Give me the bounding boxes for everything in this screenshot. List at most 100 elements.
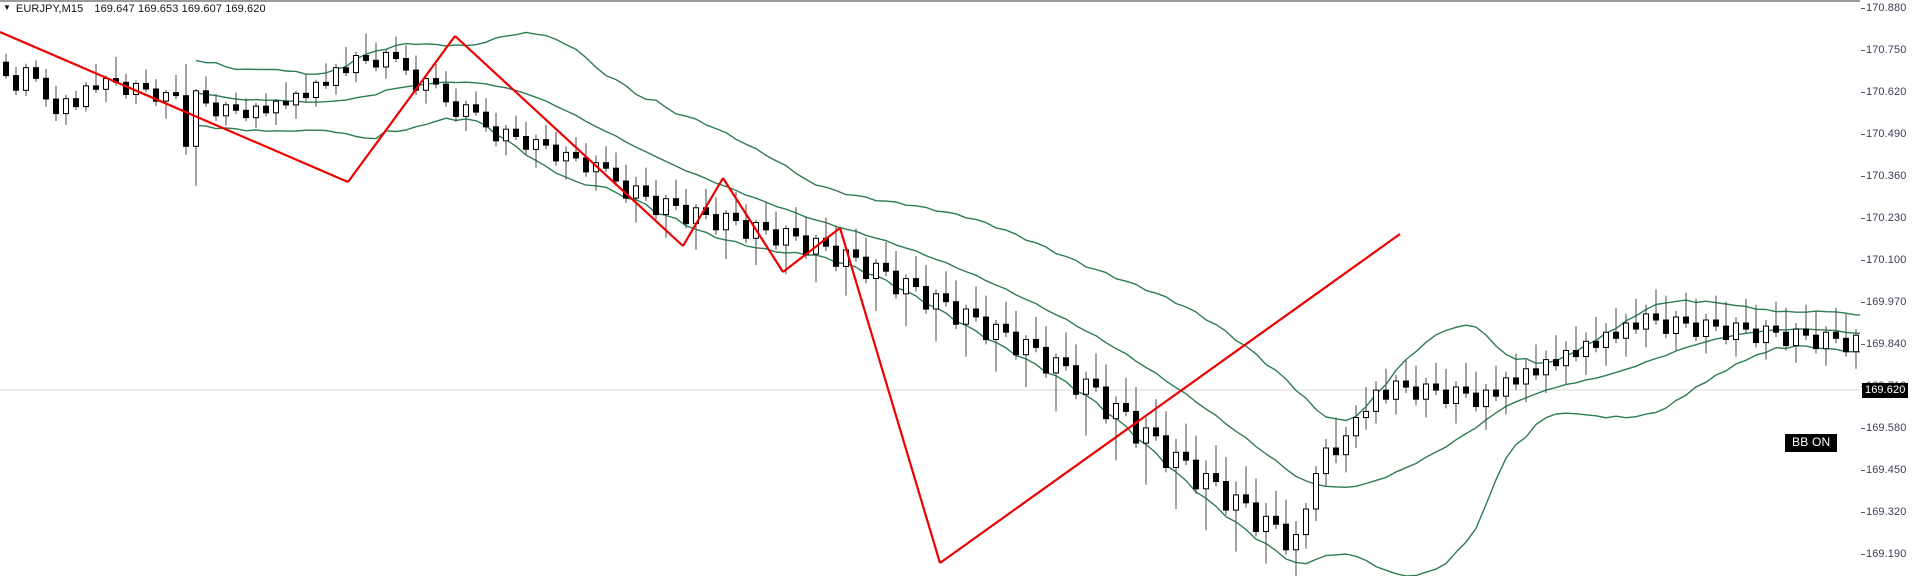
- chevron-down-icon[interactable]: ▼: [3, 3, 11, 12]
- candlestick[interactable]: [1713, 295, 1719, 331]
- candlestick[interactable]: [1803, 304, 1809, 341]
- candlestick[interactable]: [1703, 313, 1709, 354]
- candlestick[interactable]: [1483, 384, 1489, 430]
- candlestick[interactable]: [1573, 326, 1579, 362]
- candlestick[interactable]: [1143, 417, 1149, 485]
- trendline-series[interactable]: [0, 30, 1401, 564]
- candlestick-series[interactable]: [3, 33, 1861, 576]
- candlestick[interactable]: [913, 256, 919, 292]
- price-scale[interactable]: [1860, 0, 1912, 576]
- candlestick[interactable]: [323, 63, 329, 89]
- candlestick[interactable]: [1323, 438, 1329, 486]
- candlestick[interactable]: [533, 134, 539, 168]
- candlestick[interactable]: [1773, 301, 1779, 338]
- candlestick[interactable]: [1653, 289, 1659, 325]
- candlestick[interactable]: [1213, 445, 1219, 487]
- candlestick[interactable]: [1823, 326, 1829, 366]
- candlestick[interactable]: [1603, 323, 1609, 366]
- candlestick[interactable]: [1163, 411, 1169, 473]
- candlestick[interactable]: [1463, 362, 1469, 398]
- candlestick[interactable]: [213, 93, 219, 121]
- candlestick[interactable]: [363, 33, 369, 65]
- trendline-uptrend-1[interactable]: [347, 35, 456, 183]
- candlestick[interactable]: [1183, 423, 1189, 466]
- candlestick[interactable]: [1173, 438, 1179, 509]
- candlestick[interactable]: [473, 91, 479, 116]
- candlestick[interactable]: [1743, 298, 1749, 334]
- candlestick[interactable]: [1363, 387, 1369, 430]
- candlestick[interactable]: [1243, 466, 1249, 508]
- candlestick[interactable]: [783, 225, 789, 275]
- candlestick[interactable]: [963, 304, 969, 357]
- candlestick[interactable]: [403, 45, 409, 75]
- candlestick[interactable]: [933, 289, 939, 342]
- candlestick[interactable]: [833, 225, 839, 272]
- candlestick[interactable]: [763, 201, 769, 235]
- candlestick[interactable]: [523, 121, 529, 155]
- candlestick[interactable]: [573, 137, 579, 162]
- candlestick[interactable]: [283, 82, 289, 110]
- candlestick[interactable]: [613, 152, 619, 186]
- candlestick[interactable]: [1043, 326, 1049, 378]
- candlestick[interactable]: [903, 274, 909, 327]
- candlestick[interactable]: [1793, 323, 1799, 363]
- candlestick[interactable]: [313, 79, 319, 107]
- candlestick[interactable]: [1123, 377, 1129, 417]
- candlestick[interactable]: [333, 64, 339, 95]
- candlestick[interactable]: [1033, 317, 1039, 353]
- candlestick[interactable]: [673, 179, 679, 211]
- candlestick[interactable]: [1053, 353, 1059, 412]
- candlestick[interactable]: [1473, 371, 1479, 412]
- candlestick[interactable]: [1423, 377, 1429, 418]
- candlestick[interactable]: [1333, 417, 1339, 464]
- candlestick[interactable]: [1103, 364, 1109, 424]
- candlestick[interactable]: [1663, 295, 1669, 339]
- trendline-downtrend-4[interactable]: [838, 227, 942, 564]
- candlestick[interactable]: [633, 176, 639, 223]
- candlestick[interactable]: [33, 60, 39, 82]
- candlestick[interactable]: [1533, 344, 1539, 380]
- candlestick[interactable]: [1073, 344, 1079, 400]
- candlestick[interactable]: [1563, 341, 1569, 384]
- candlestick[interactable]: [1263, 502, 1269, 564]
- candlestick[interactable]: [983, 295, 989, 345]
- candlestick[interactable]: [603, 146, 609, 172]
- candlestick[interactable]: [263, 93, 269, 117]
- chart-canvas[interactable]: [0, 0, 1860, 576]
- candlestick[interactable]: [1643, 304, 1649, 348]
- candlestick[interactable]: [1673, 310, 1679, 351]
- candlestick[interactable]: [923, 265, 929, 314]
- candlestick[interactable]: [1693, 298, 1699, 342]
- candlestick[interactable]: [1393, 374, 1399, 415]
- candlestick[interactable]: [1313, 466, 1319, 522]
- candlestick[interactable]: [23, 63, 29, 96]
- candlestick[interactable]: [303, 73, 309, 102]
- candlestick[interactable]: [393, 36, 399, 63]
- candlestick[interactable]: [583, 143, 589, 177]
- bb-indicator-tag[interactable]: BB ON: [1785, 434, 1838, 452]
- candlestick[interactable]: [1833, 307, 1839, 344]
- candlestick[interactable]: [1613, 307, 1619, 344]
- candlestick[interactable]: [1523, 359, 1529, 403]
- candlestick[interactable]: [1513, 353, 1519, 391]
- candlestick[interactable]: [513, 115, 519, 141]
- candlestick[interactable]: [1433, 362, 1439, 395]
- candlestick[interactable]: [1203, 460, 1209, 531]
- candlestick[interactable]: [1093, 353, 1099, 392]
- candlestick[interactable]: [1083, 371, 1089, 436]
- candlestick[interactable]: [713, 197, 719, 235]
- candlestick[interactable]: [273, 99, 279, 125]
- candlestick[interactable]: [553, 131, 559, 166]
- candlestick[interactable]: [1763, 320, 1769, 360]
- candlestick[interactable]: [1403, 359, 1409, 394]
- candlestick[interactable]: [1843, 313, 1849, 357]
- candlestick[interactable]: [243, 98, 249, 122]
- candlestick[interactable]: [953, 280, 959, 330]
- candlestick[interactable]: [1813, 310, 1819, 354]
- candlestick[interactable]: [1443, 368, 1449, 409]
- candlestick[interactable]: [1623, 313, 1629, 357]
- candlestick[interactable]: [1493, 365, 1499, 402]
- candlestick[interactable]: [883, 242, 889, 277]
- candlestick[interactable]: [1373, 381, 1379, 424]
- trendline-uptrend-3[interactable]: [782, 227, 841, 273]
